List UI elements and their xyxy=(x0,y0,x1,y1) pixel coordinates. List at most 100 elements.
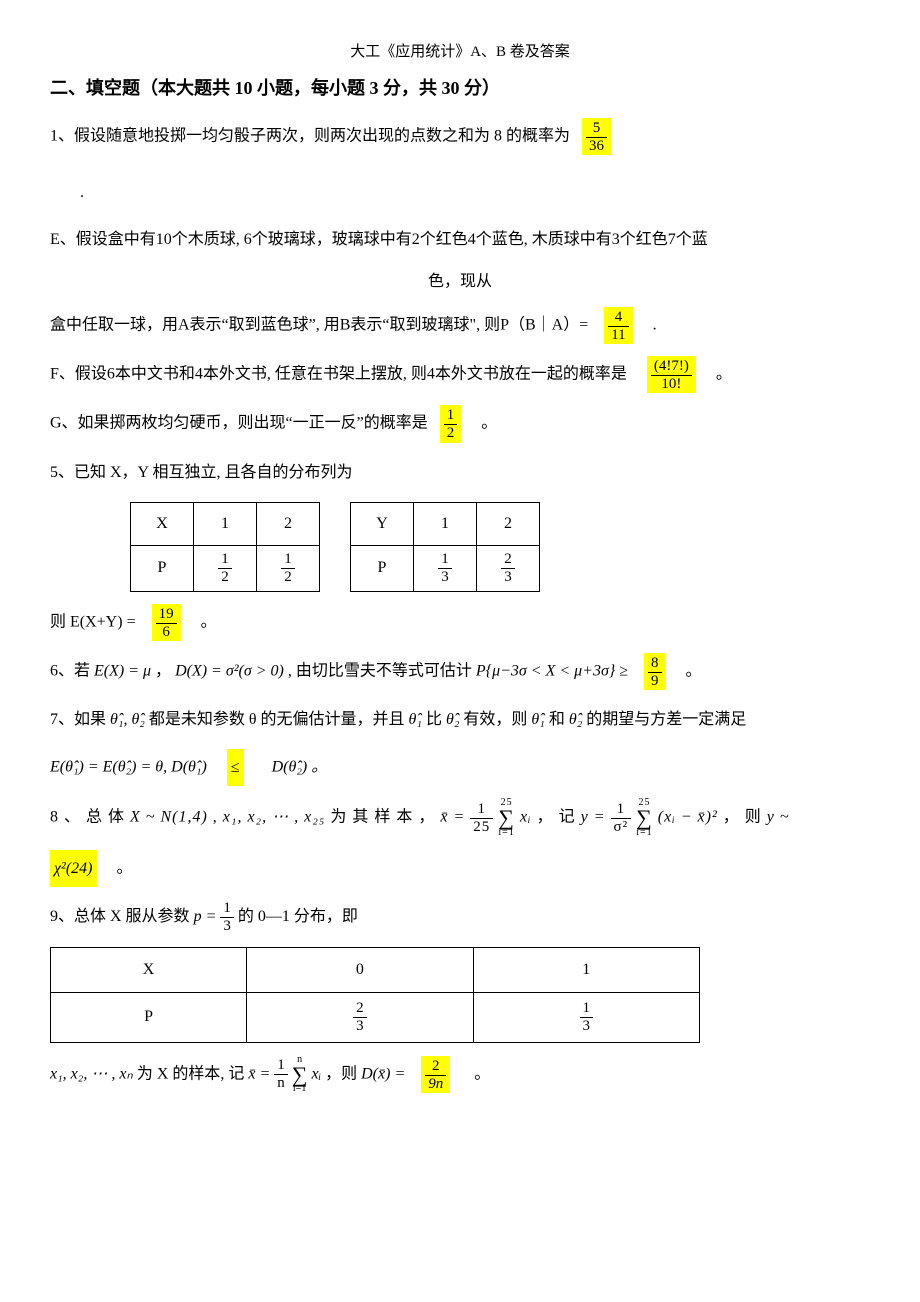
q5-tail: 。 xyxy=(201,613,217,630)
frac-num: 1 xyxy=(218,552,232,569)
q7-a: 7、如果 xyxy=(50,711,110,728)
cell: 13 xyxy=(473,992,699,1042)
q7-th5: θ̂₂ xyxy=(569,711,582,728)
q9-ans-num: 2 xyxy=(425,1059,446,1076)
q8-b: 为 其 样 本 ， xyxy=(330,809,435,826)
q9-c: ，则 xyxy=(325,1065,361,1082)
question-7-line2: E(θ̂₁) = E(θ̂₂) = θ, D(θ̂₁) ≤ D(θ̂₂) 。 xyxy=(50,749,870,786)
question-1: 1、假设随意地投掷一均匀骰子两次，则两次出现的点数之和为 8 的概率为 536 … xyxy=(50,118,870,210)
q8-eq0: X ~ N(1,4) xyxy=(130,809,208,826)
question-E: E、假设盒中有10个木质球, 6个玻璃球，玻璃球中有2个红色4个蓝色, 木质球中… xyxy=(50,222,870,257)
q9-table: X 0 1 P 23 13 xyxy=(50,947,700,1043)
q7-th1: θ̂₁, θ̂₂ xyxy=(110,711,145,728)
question-9-line2: x₁, x₂, ⋯ , xₙ 为 X 的样本, 记 x̄ = 1n n∑i=1 … xyxy=(50,1055,870,1095)
qG-answer: 12 xyxy=(440,405,462,442)
qE-text-a: E、假设盒中有10个木质球, 6个玻璃球，玻璃球中有2个红色4个蓝色, 木质球中… xyxy=(50,231,708,248)
q7-l2a: E(θ̂₁) = E(θ̂₂) = θ, D(θ̂₁) xyxy=(50,759,207,776)
frac-num: 1 xyxy=(438,552,452,569)
frac-den: 2 xyxy=(218,569,232,585)
qE-text-b: 色，现从 xyxy=(50,269,870,295)
q8-ylhs: y = xyxy=(581,809,606,826)
q7-f: 的期望与方差一定满足 xyxy=(586,711,746,728)
frac-den: 3 xyxy=(438,569,452,585)
q9-xbar: x̄ = xyxy=(248,1065,270,1082)
frac-den: 25 xyxy=(470,819,493,835)
q8-a: 8 、 总 体 xyxy=(50,809,130,826)
q9-dvar: D(x̄) = xyxy=(361,1065,409,1082)
q9-sumbody: xᵢ xyxy=(311,1065,321,1082)
question-F: F、假设6本中文书和4本外文书, 任意在书架上摆放, 则4本外文书放在一起的概率… xyxy=(50,356,870,393)
section-title: 二、填空题（本大题共 10 小题，每小题 3 分，共 30 分） xyxy=(50,74,870,103)
cell: 23 xyxy=(247,992,473,1042)
q9-l2a: x₁, x₂, ⋯ , xₙ xyxy=(50,1065,133,1082)
q6-sep1: ， xyxy=(155,662,171,679)
q8-sep0: , xyxy=(213,809,223,826)
question-5-result: 则 E(X+Y) = 196 。 xyxy=(50,604,870,641)
q8-tail: 。 xyxy=(117,860,133,877)
q8-sumbody1: xᵢ xyxy=(520,809,532,826)
q5-table-X: X 1 2 P 12 12 xyxy=(130,502,320,592)
sum-bot: i=1 xyxy=(636,828,653,838)
cell: P xyxy=(351,545,414,591)
q9-answer: 29n xyxy=(421,1056,450,1093)
q1-answer: 536 xyxy=(582,118,611,155)
frac-num: 2 xyxy=(501,552,515,569)
sum-icon: n∑i=1 xyxy=(292,1055,308,1095)
frac-den: 3 xyxy=(353,1018,367,1034)
frac-num: 2 xyxy=(353,1001,367,1018)
frac-num: 1 xyxy=(281,552,295,569)
q5-ans-num: 19 xyxy=(156,607,177,624)
q9-tail: 。 xyxy=(474,1065,490,1082)
question-7: 7、如果 θ̂₁, θ̂₂ 都是未知参数 θ 的无偏估计量，并且 θ̂₁ 比 θ… xyxy=(50,702,870,737)
cell: 13 xyxy=(414,545,477,591)
qE-ans-num: 4 xyxy=(608,310,628,327)
q6-eq3: P{μ−3σ < X < μ+3σ} ≥ xyxy=(476,662,628,679)
cell: 12 xyxy=(257,545,320,591)
q7-b: 都是未知参数 θ 的无偏估计量，并且 xyxy=(149,711,409,728)
q6-eq2: D(X) = σ²(σ > 0) xyxy=(175,662,284,679)
frac-num: 1 xyxy=(611,802,632,819)
q7-d: 有效，则 xyxy=(463,711,531,728)
cell: P xyxy=(131,545,194,591)
qF-answer: (4!7!)10! xyxy=(647,356,696,393)
q7-l2b: D(θ̂₂) 。 xyxy=(272,759,328,776)
q9-plhs: p = xyxy=(194,908,217,925)
frac-num: 1 xyxy=(274,1058,288,1075)
q5-text-b: 则 E(X+Y) = xyxy=(50,613,140,630)
q5-table-Y: Y 1 2 P 13 23 xyxy=(350,502,540,592)
qF-text: F、假设6本中文书和4本外文书, 任意在书架上摆放, 则4本外文书放在一起的概率… xyxy=(50,365,627,382)
q8-sumbody2: (xᵢ − x̄)² xyxy=(658,809,718,826)
q7-th4: θ̂₁ xyxy=(531,711,544,728)
qG-text: G、如果掷两枚均匀硬币，则出现“一正一反”的概率是 xyxy=(50,415,428,432)
q7-th2: θ̂₁ xyxy=(409,711,422,728)
q8-c: ， 记 xyxy=(537,809,581,826)
question-8: 8 、 总 体 X ~ N(1,4) , x₁, x₂, ⋯ , x₂₅ 为 其… xyxy=(50,798,870,838)
sum-icon: 25∑i=1 xyxy=(636,798,653,838)
qG-tail: 。 xyxy=(481,415,497,432)
qF-tail: 。 xyxy=(716,365,732,382)
q5-ans-den: 6 xyxy=(156,624,177,640)
question-8-ans: χ²(24) 。 xyxy=(50,850,870,887)
question-9: 9、总体 X 服从参数 p = 13 的 0—1 分布，即 xyxy=(50,899,870,934)
frac-den: σ² xyxy=(611,819,632,835)
qE-text-c: 盒中任取一球，用A表示“取到蓝色球”, 用B表示“取到玻璃球", 则P（B｜A）… xyxy=(50,316,592,333)
xbar-lhs: x̄ = xyxy=(440,809,465,826)
q9-a: 9、总体 X 服从参数 xyxy=(50,908,194,925)
question-5-text: 5、已知 X，Y 相互独立, 且各自的分布列为 xyxy=(50,455,870,490)
cell: 2 xyxy=(257,502,320,545)
cell: 0 xyxy=(247,947,473,992)
q9-l2b: 为 X 的样本, 记 xyxy=(137,1065,249,1082)
question-6: 6、若 E(X) = μ ， D(X) = σ²(σ > 0) , 由切比雪夫不… xyxy=(50,653,870,690)
frac-num: 1 xyxy=(220,901,234,918)
qE-ans-den: 11 xyxy=(608,327,628,343)
sum-bot: i=1 xyxy=(292,1084,308,1094)
q8-xbar: x̄ = xyxy=(440,809,465,826)
q8-eq0b: x₁, x₂, ⋯ , x₂₅ xyxy=(223,809,326,826)
q6-eq1: E(X) = μ xyxy=(94,662,151,679)
cell: Y xyxy=(351,502,414,545)
question-E-cont: 盒中任取一球，用A表示“取到蓝色球”, 用B表示“取到玻璃球", 则P（B｜A）… xyxy=(50,307,870,344)
cell: X xyxy=(131,502,194,545)
q9-b: 的 0—1 分布，即 xyxy=(238,908,358,925)
q6-tail: 。 xyxy=(686,662,702,679)
q7-answer: ≤ xyxy=(227,749,244,786)
